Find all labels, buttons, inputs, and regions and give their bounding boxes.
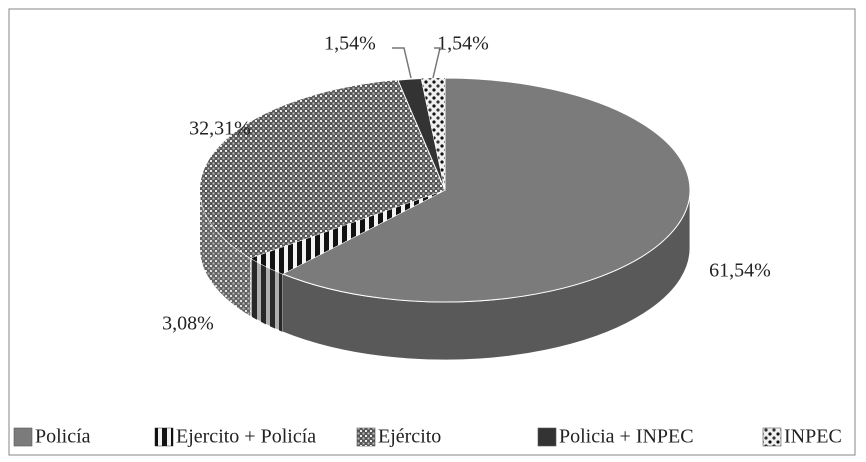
legend-swatch — [13, 427, 33, 447]
data-label: 1,54% — [324, 33, 376, 55]
pie-slice — [281, 77, 691, 303]
legend-label: Ejército — [378, 426, 441, 448]
pie-tops — [199, 77, 691, 303]
legend-swatch-pattern — [357, 428, 375, 446]
leader-line — [432, 47, 441, 79]
pie-slice-pattern — [199, 80, 445, 259]
pie-slice-pattern — [250, 190, 445, 274]
legend-label: Ejercito + Policía — [176, 426, 316, 448]
legend-label: Policia + INPEC — [559, 426, 694, 448]
legend: Policía Ejercito + Policía Ejército Policia… — [13, 426, 842, 448]
data-labels: 61,54% 3,08% 32,31% 1,54% 1,54% — [162, 33, 771, 335]
legend-swatch-pattern — [155, 428, 173, 446]
pie-side-pattern — [250, 258, 283, 332]
pie-slice-pattern — [421, 78, 445, 190]
legend-label: INPEC — [784, 426, 842, 448]
data-label: 1,54% — [437, 33, 489, 55]
data-label: 32,31% — [189, 118, 251, 140]
legend-label: Policía — [35, 426, 91, 448]
data-label: 61,54% — [709, 260, 771, 282]
leader-line — [392, 47, 412, 79]
data-label: 3,08% — [162, 313, 214, 335]
pie-side-pattern — [200, 190, 251, 317]
legend-swatch-pattern — [763, 428, 781, 446]
legend-swatch — [537, 427, 557, 447]
